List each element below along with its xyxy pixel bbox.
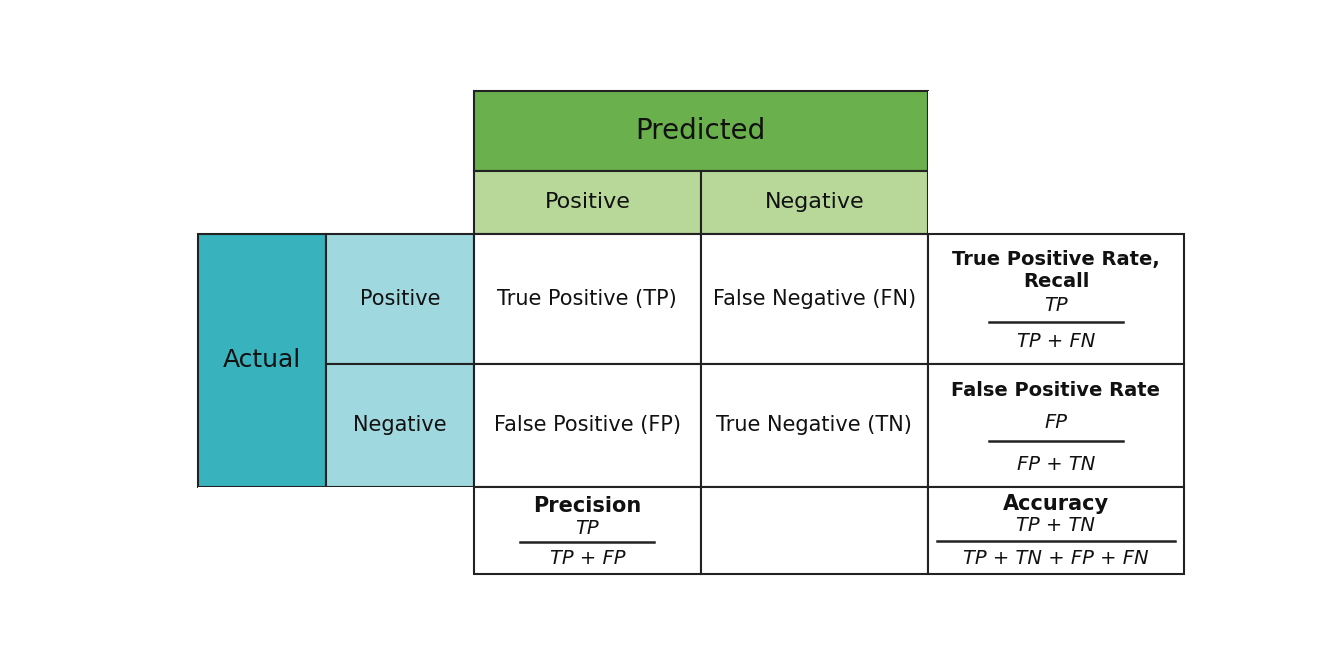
Bar <box>473 171 701 234</box>
Text: FP + TN: FP + TN <box>1017 455 1096 474</box>
Text: True Positive (TP): True Positive (TP) <box>497 289 677 309</box>
Text: Negative: Negative <box>764 192 864 213</box>
Bar <box>701 234 928 364</box>
Text: FP: FP <box>1045 413 1068 432</box>
Text: TP + TN: TP + TN <box>1017 516 1096 535</box>
Bar <box>928 487 1184 574</box>
Text: TP + TN + FP + FN: TP + TN + FP + FN <box>964 550 1149 569</box>
Bar <box>325 364 473 487</box>
Bar <box>928 234 1184 364</box>
Text: Recall: Recall <box>1022 272 1089 291</box>
Text: Positive: Positive <box>544 192 631 213</box>
Text: Negative: Negative <box>353 415 447 436</box>
Text: False Negative (FN): False Negative (FN) <box>713 289 916 309</box>
Text: True Positive Rate,: True Positive Rate, <box>952 250 1160 269</box>
Bar <box>701 364 928 487</box>
Bar <box>473 364 701 487</box>
Bar <box>473 91 928 171</box>
Bar <box>325 234 473 364</box>
Text: Accuracy: Accuracy <box>1002 494 1109 514</box>
Text: True Negative (TN): True Negative (TN) <box>716 415 912 436</box>
Text: TP + FP: TP + FP <box>549 550 625 569</box>
Text: Predicted: Predicted <box>636 117 766 145</box>
Bar <box>197 91 473 234</box>
Bar <box>928 364 1184 487</box>
Text: Positive: Positive <box>360 289 440 309</box>
Text: TP + FN: TP + FN <box>1017 332 1096 351</box>
Text: False Positive Rate: False Positive Rate <box>952 381 1161 400</box>
Text: Actual: Actual <box>223 348 301 373</box>
Text: Precision: Precision <box>533 496 641 516</box>
Bar <box>701 487 928 574</box>
Bar <box>197 487 473 574</box>
Text: TP: TP <box>1044 296 1068 315</box>
Bar <box>928 91 1184 234</box>
Bar <box>473 487 701 574</box>
Bar <box>197 234 325 487</box>
Text: TP: TP <box>576 519 599 538</box>
Text: False Positive (FP): False Positive (FP) <box>493 415 681 436</box>
Bar <box>473 234 701 364</box>
Bar <box>701 171 928 234</box>
